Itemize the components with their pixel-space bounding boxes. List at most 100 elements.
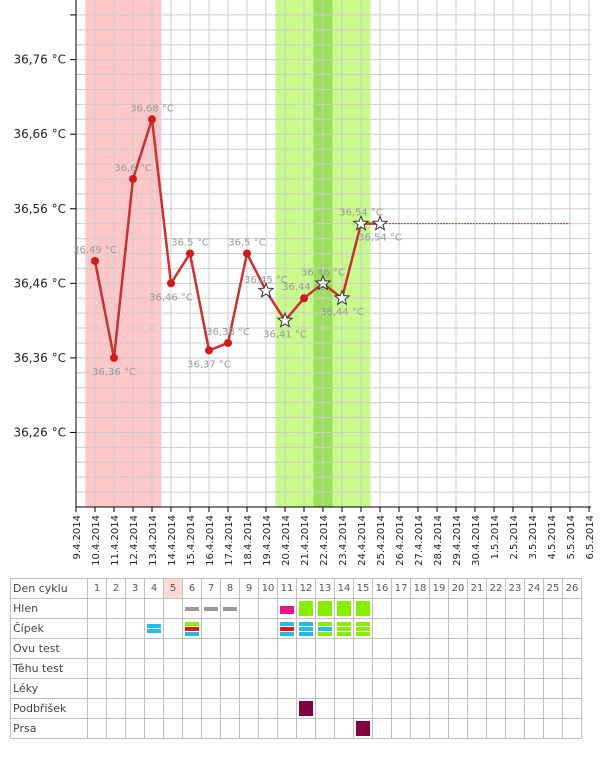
day-cell[interactable] <box>296 618 316 639</box>
day-cell[interactable] <box>125 698 145 719</box>
day-cell[interactable] <box>125 678 145 699</box>
day-cell[interactable] <box>201 638 221 659</box>
day-cell[interactable] <box>106 618 126 639</box>
day-cell[interactable] <box>391 698 411 719</box>
day-cell[interactable] <box>182 718 202 739</box>
day-cell[interactable] <box>144 598 164 619</box>
day-cell[interactable] <box>524 598 544 619</box>
day-cell[interactable] <box>391 658 411 679</box>
day-cell[interactable] <box>315 658 335 679</box>
day-cell[interactable] <box>448 638 468 659</box>
day-cell[interactable] <box>182 618 202 639</box>
day-cell[interactable] <box>106 638 126 659</box>
day-cell[interactable] <box>543 598 563 619</box>
day-cell[interactable] <box>543 658 563 679</box>
day-cell[interactable] <box>334 718 354 739</box>
day-cell[interactable] <box>410 658 430 679</box>
day-cell[interactable] <box>562 618 582 639</box>
day-cell[interactable] <box>467 598 487 619</box>
day-cell[interactable] <box>258 618 278 639</box>
day-cell[interactable] <box>258 698 278 719</box>
day-cell[interactable] <box>106 598 126 619</box>
day-cell[interactable] <box>144 718 164 739</box>
day-cell[interactable] <box>220 678 240 699</box>
day-cell[interactable] <box>277 658 297 679</box>
day-cell[interactable] <box>201 658 221 679</box>
day-cell[interactable] <box>372 638 392 659</box>
day-cell[interactable] <box>182 638 202 659</box>
day-cell[interactable] <box>106 658 126 679</box>
day-cell[interactable] <box>239 618 259 639</box>
day-cell[interactable] <box>486 598 506 619</box>
day-cell[interactable] <box>448 698 468 719</box>
day-cell[interactable] <box>372 698 392 719</box>
day-cell[interactable] <box>239 678 259 699</box>
day-cell[interactable] <box>277 678 297 699</box>
day-cell[interactable] <box>87 618 107 639</box>
day-cell[interactable] <box>524 678 544 699</box>
day-cell[interactable] <box>315 678 335 699</box>
day-cell[interactable] <box>410 598 430 619</box>
day-cell[interactable] <box>163 598 183 619</box>
day-cell[interactable] <box>182 598 202 619</box>
day-cell[interactable] <box>239 698 259 719</box>
day-cell[interactable] <box>524 698 544 719</box>
day-cell[interactable] <box>524 658 544 679</box>
day-cell[interactable] <box>543 678 563 699</box>
day-cell[interactable] <box>125 618 145 639</box>
day-cell[interactable] <box>353 618 373 639</box>
day-cell[interactable] <box>353 678 373 699</box>
day-cell[interactable] <box>201 598 221 619</box>
day-cell[interactable] <box>163 638 183 659</box>
day-cell[interactable] <box>524 638 544 659</box>
day-cell[interactable] <box>562 718 582 739</box>
day-cell[interactable] <box>125 598 145 619</box>
day-cell[interactable] <box>87 698 107 719</box>
day-cell[interactable] <box>182 698 202 719</box>
day-cell[interactable] <box>353 658 373 679</box>
day-cell[interactable] <box>448 658 468 679</box>
day-cell[interactable] <box>429 598 449 619</box>
day-cell[interactable] <box>106 678 126 699</box>
day-cell[interactable] <box>239 658 259 679</box>
day-cell[interactable] <box>372 598 392 619</box>
day-cell[interactable] <box>391 618 411 639</box>
day-cell[interactable] <box>220 718 240 739</box>
day-cell[interactable] <box>467 718 487 739</box>
day-cell[interactable] <box>467 698 487 719</box>
day-cell[interactable] <box>448 598 468 619</box>
day-cell[interactable] <box>486 658 506 679</box>
day-cell[interactable] <box>334 658 354 679</box>
day-cell[interactable] <box>106 698 126 719</box>
day-cell[interactable] <box>505 658 525 679</box>
day-cell[interactable] <box>391 678 411 699</box>
day-cell[interactable] <box>334 698 354 719</box>
day-cell[interactable] <box>467 638 487 659</box>
day-cell[interactable] <box>144 658 164 679</box>
day-cell[interactable] <box>106 718 126 739</box>
day-cell[interactable] <box>315 598 335 619</box>
day-cell[interactable] <box>220 658 240 679</box>
day-cell[interactable] <box>201 718 221 739</box>
day-cell[interactable] <box>125 638 145 659</box>
day-cell[interactable] <box>505 698 525 719</box>
day-cell[interactable] <box>410 718 430 739</box>
day-cell[interactable] <box>239 718 259 739</box>
day-cell[interactable] <box>429 638 449 659</box>
day-cell[interactable] <box>239 638 259 659</box>
day-cell[interactable] <box>163 618 183 639</box>
day-cell[interactable] <box>505 618 525 639</box>
day-cell[interactable] <box>486 698 506 719</box>
day-cell[interactable] <box>296 638 316 659</box>
day-cell[interactable] <box>505 678 525 699</box>
day-cell[interactable] <box>372 718 392 739</box>
day-cell[interactable] <box>315 618 335 639</box>
day-cell[interactable] <box>296 658 316 679</box>
day-cell[interactable] <box>429 658 449 679</box>
day-cell[interactable] <box>486 678 506 699</box>
day-cell[interactable] <box>353 598 373 619</box>
day-cell[interactable] <box>87 718 107 739</box>
day-cell[interactable] <box>182 658 202 679</box>
day-cell[interactable] <box>429 718 449 739</box>
day-cell[interactable] <box>448 618 468 639</box>
